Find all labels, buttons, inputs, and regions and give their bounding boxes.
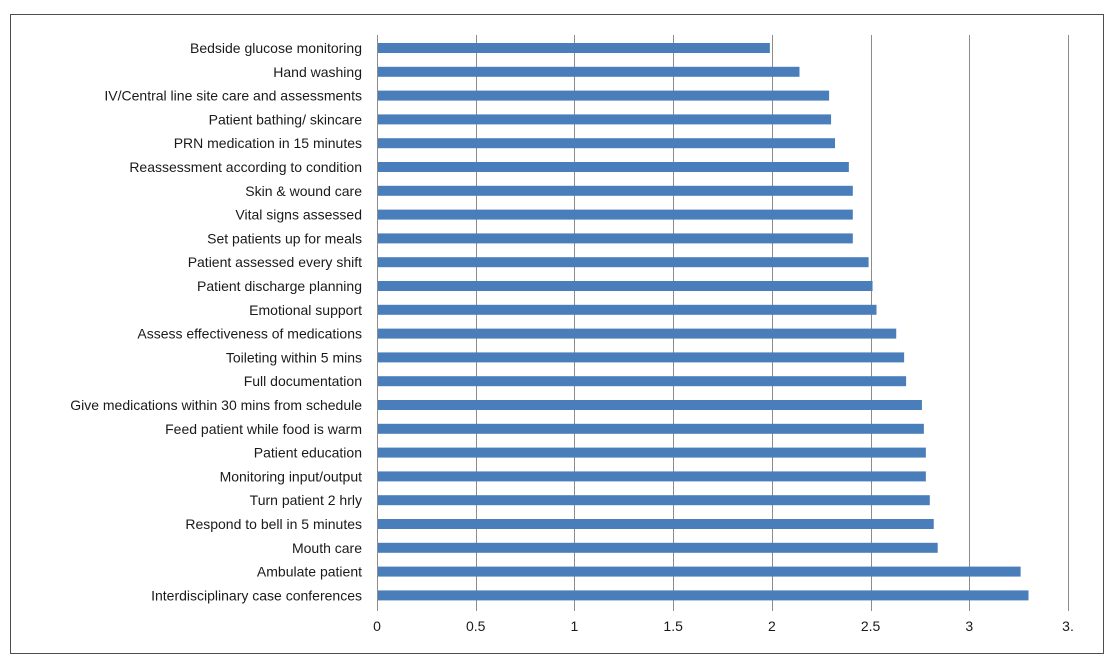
bar (378, 138, 836, 149)
bar (378, 257, 869, 268)
bar (378, 209, 853, 220)
category-label: Patient bathing/ skincare (209, 111, 363, 127)
category-label: Hand washing (273, 64, 362, 80)
bar (378, 281, 873, 291)
category-label: Ambulate patient (257, 564, 362, 580)
grid-lines (377, 35, 1069, 611)
bar (378, 328, 897, 339)
category-label: Toileting within 5 mins (226, 349, 362, 365)
bar (378, 90, 830, 101)
category-label: Interdisciplinary case conferences (151, 587, 362, 603)
category-label: Turn patient 2 hrly (250, 492, 362, 508)
chart-frame: Bedside glucose monitoring Hand washing IV… (10, 14, 1104, 654)
bar (378, 400, 922, 410)
bar (378, 352, 905, 363)
category-label: Set patients up for meals (207, 230, 362, 246)
bar (378, 542, 938, 553)
bar (378, 519, 934, 529)
bars (378, 43, 1029, 601)
bar (378, 185, 853, 196)
category-label: Bedside glucose monitoring (190, 40, 362, 56)
category-label: Emotional support (249, 302, 362, 318)
category-label: Patient discharge planning (197, 278, 362, 294)
category-label: Feed patient while food is warm (165, 421, 362, 437)
bar (378, 66, 800, 77)
category-label: Full documentation (244, 373, 362, 389)
category-label: PRN medication in 15 minutes (174, 135, 362, 151)
x-tick-label: 3 (965, 618, 973, 634)
category-label: Vital signs assessed (235, 207, 362, 223)
bar (378, 566, 1021, 577)
category-label: Patient education (254, 445, 362, 461)
category-label: Reassessment according to condition (129, 159, 362, 175)
category-label: Skin & wound care (245, 183, 362, 199)
bar (378, 304, 877, 315)
bar (378, 376, 907, 387)
category-label: Respond to bell in 5 minutes (185, 516, 362, 532)
category-label: Give medications within 30 mins from sch… (70, 397, 362, 413)
x-tick-label: 2.5 (861, 618, 881, 634)
x-tick-label: 2 (768, 618, 776, 634)
x-tick-label: 0.5 (466, 618, 486, 634)
x-tick-label: 1.5 (663, 618, 683, 634)
bar (378, 423, 924, 434)
bar (378, 495, 930, 506)
x-tick-labels: 0 0.5 1 1.5 2 2.5 3 3. (373, 618, 1074, 634)
category-label: Mouth care (292, 540, 362, 556)
bar-chart: Bedside glucose monitoring Hand washing IV… (70, 35, 1074, 634)
bar (378, 43, 770, 53)
bar (378, 162, 849, 172)
category-labels: Bedside glucose monitoring Hand washing IV… (70, 40, 362, 603)
category-label: IV/Central line site care and assessment… (104, 88, 362, 104)
category-label: Monitoring input/output (220, 468, 363, 484)
x-tick-label: 0 (373, 618, 381, 634)
x-tick-label: 1 (571, 618, 579, 634)
bar (378, 447, 926, 458)
category-label: Patient assessed every shift (188, 254, 362, 270)
bar (378, 233, 853, 244)
category-label: Assess effectiveness of medications (137, 326, 362, 342)
bar (378, 114, 832, 125)
bar (378, 590, 1029, 601)
bar (378, 471, 926, 482)
x-tick-label: 3. (1062, 618, 1074, 634)
